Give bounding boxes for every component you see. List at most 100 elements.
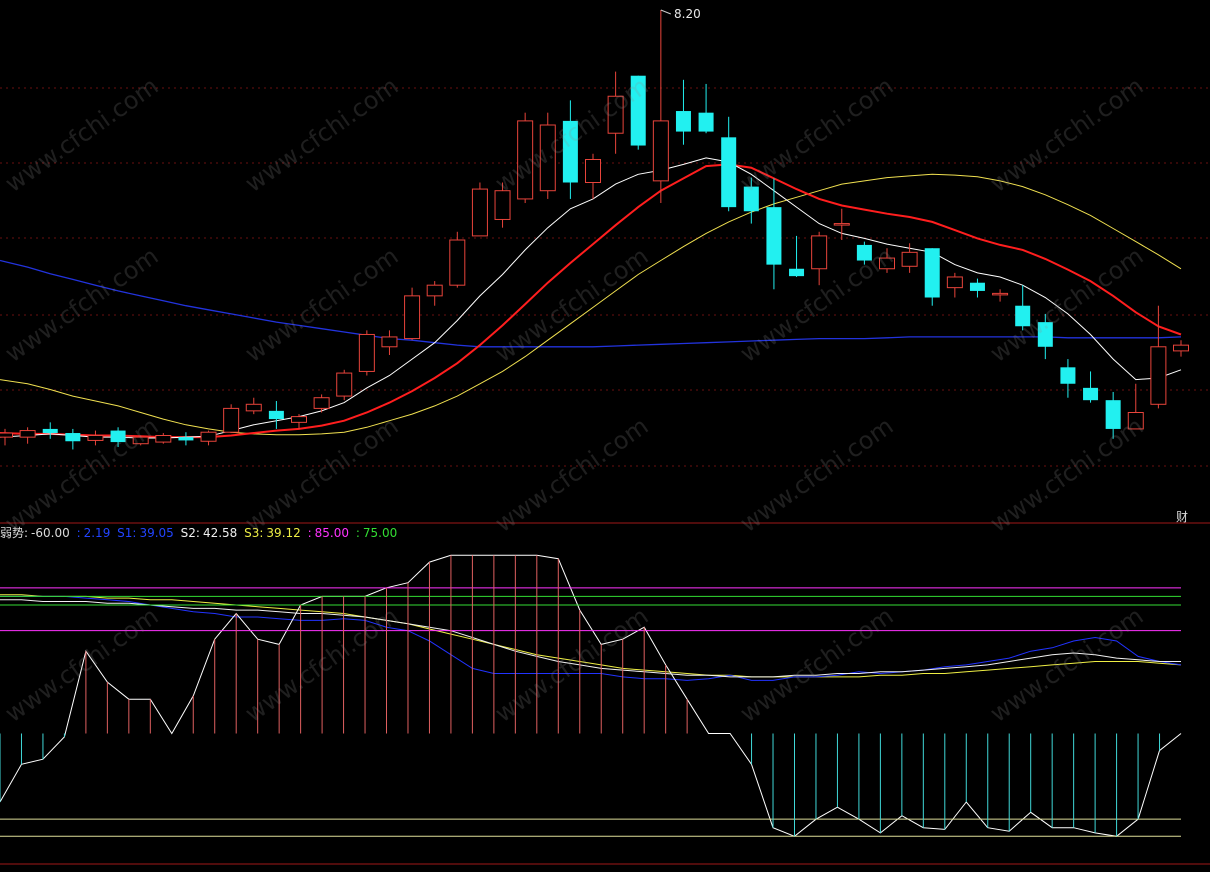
candle — [358, 330, 375, 376]
candle-body — [946, 276, 963, 289]
candle — [879, 248, 895, 273]
s1-value: 39.05 — [139, 526, 174, 540]
candle-body — [1037, 322, 1053, 347]
candle-body — [494, 190, 511, 220]
candle — [811, 231, 828, 286]
s1-line — [0, 595, 1182, 681]
moving-average-layer — [0, 157, 1182, 837]
candle — [336, 369, 353, 401]
candle-body — [924, 248, 940, 298]
candle — [766, 178, 782, 290]
candle — [1060, 359, 1076, 398]
candle-body — [901, 251, 918, 267]
candle-body — [585, 159, 601, 183]
candle-body — [223, 407, 240, 433]
candle — [1105, 391, 1121, 439]
candle-body — [358, 333, 375, 372]
candle-body — [721, 137, 737, 208]
candle — [743, 177, 759, 224]
ma-yellow-line — [0, 173, 1182, 436]
candle — [585, 153, 601, 199]
candle-body — [698, 112, 714, 132]
candle-body — [539, 124, 556, 192]
candle-body — [42, 428, 58, 434]
candle — [0, 428, 13, 446]
candle — [110, 427, 126, 447]
candle-body — [743, 186, 759, 212]
candle-body — [879, 257, 895, 270]
magenta-sep: : — [307, 526, 312, 540]
s2-label: S2: — [180, 526, 200, 540]
candle-body — [1127, 412, 1144, 430]
candle-body — [426, 284, 443, 297]
candle — [607, 71, 624, 154]
finance-tag[interactable]: 财 — [1175, 510, 1188, 524]
candle-body — [766, 207, 782, 265]
candle — [65, 428, 81, 450]
s2-value: 42.58 — [202, 526, 238, 540]
candle — [789, 235, 805, 277]
candle-body — [675, 111, 691, 132]
ma-blue-line — [0, 259, 1182, 348]
candle — [87, 430, 104, 446]
candle-body — [471, 188, 488, 237]
candle-body — [132, 436, 149, 445]
candle-body — [19, 430, 36, 438]
candle — [471, 182, 488, 237]
candle — [539, 112, 556, 199]
candle-body — [155, 435, 172, 443]
candle — [969, 278, 985, 298]
candle — [200, 430, 217, 446]
candle — [856, 241, 872, 265]
candle-body — [381, 336, 398, 348]
candle-body — [517, 120, 534, 200]
candle — [992, 289, 1009, 302]
candle-body — [0, 432, 13, 438]
candle-body — [1150, 346, 1167, 405]
s3-label: S3: — [244, 526, 264, 540]
candle-body — [607, 95, 624, 134]
candle-body — [1083, 387, 1099, 401]
candle — [562, 100, 578, 199]
candle — [155, 433, 172, 444]
blue-sep: : — [76, 526, 81, 540]
peak-marker — [660, 9, 672, 15]
s3-value: 39.12 — [266, 526, 301, 540]
blue-value: 2.19 — [83, 526, 111, 540]
candle — [698, 83, 714, 134]
candle — [675, 79, 691, 145]
s2-line — [0, 599, 1181, 678]
s1-label: S1: — [117, 526, 137, 540]
candle-body — [65, 433, 81, 442]
weak-value: -60.00 — [31, 526, 70, 540]
candle — [381, 330, 398, 355]
candle-body — [404, 295, 421, 340]
candle-body — [110, 430, 126, 443]
candle — [946, 272, 963, 298]
candle-body — [630, 75, 646, 146]
candle-body — [1015, 305, 1031, 327]
candle-body — [856, 244, 872, 261]
indicator-header: 弱势: -60.00 :2.19 S1: 39.05 S2: 42.58 S3: 39.… — [0, 525, 400, 541]
candle — [494, 182, 511, 228]
candle-body — [1060, 367, 1076, 384]
candle — [1037, 313, 1053, 360]
grid-layer — [0, 87, 1210, 865]
candle — [449, 231, 466, 288]
candle-layer — [0, 9, 1189, 450]
candle-body — [336, 372, 353, 397]
candle-body — [1173, 344, 1189, 352]
candle — [19, 427, 36, 444]
candle — [1150, 305, 1167, 409]
candle-body — [562, 120, 578, 183]
candle — [223, 404, 240, 434]
candle — [178, 432, 194, 446]
peak-price-label: 8.20 — [674, 7, 701, 21]
candle — [404, 287, 421, 341]
candle — [291, 414, 307, 429]
candle-body — [789, 268, 805, 277]
candle — [313, 394, 330, 413]
candle-body — [652, 120, 669, 182]
